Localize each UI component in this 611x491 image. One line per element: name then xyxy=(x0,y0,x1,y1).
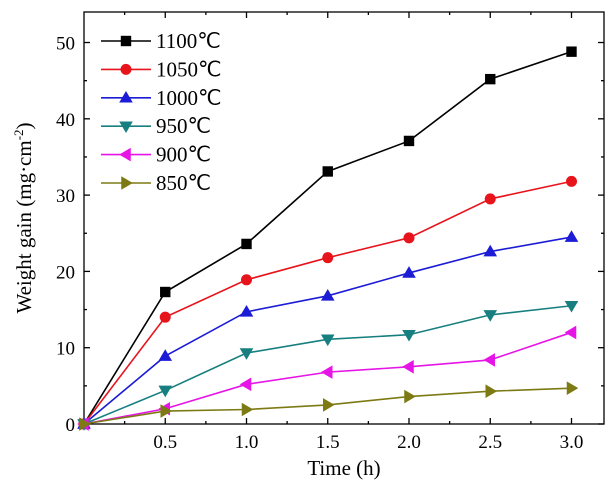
legend-marker xyxy=(120,35,132,47)
data-point xyxy=(158,385,173,398)
data-point xyxy=(564,325,577,340)
data-point xyxy=(403,135,415,147)
y-tick-label: 0 xyxy=(66,415,76,436)
x-axis-title: Time (h) xyxy=(307,456,380,480)
plot-frame xyxy=(83,11,605,425)
legend-label: 850℃ xyxy=(156,171,211,195)
y-axis-title-sup: -2 xyxy=(11,129,26,140)
legend-label: 1100℃ xyxy=(156,29,221,53)
legend-label: 950℃ xyxy=(156,114,211,138)
data-point xyxy=(320,334,335,347)
x-tick-label: 2.5 xyxy=(478,432,502,453)
legend: 1100℃ 1050℃ 1000℃ 950℃ 900℃ 850℃ xyxy=(101,29,222,195)
data-point xyxy=(484,193,496,205)
data-point xyxy=(566,175,577,187)
legend-item: 1000℃ xyxy=(101,86,222,110)
series-5 xyxy=(79,381,579,431)
data-point xyxy=(158,349,173,361)
data-point xyxy=(241,402,254,417)
legend-marker xyxy=(119,121,133,133)
data-point xyxy=(483,353,496,367)
series-1 xyxy=(78,175,577,430)
legend-item: 900℃ xyxy=(101,143,211,167)
y-tick-label: 20 xyxy=(56,262,75,283)
series-line xyxy=(83,331,572,425)
data-point xyxy=(239,377,252,392)
y-tick-label: 10 xyxy=(56,339,75,360)
y-tick-label: 50 xyxy=(56,34,75,55)
axes: 0 10 20 30 40 50 0.5 1.0 1.5 2.0 2.5 3.0 xyxy=(56,11,605,453)
series-layer xyxy=(77,46,579,431)
y-axis-title-end: ) xyxy=(12,122,36,129)
data-point xyxy=(239,348,254,360)
x-tick-label: 1.0 xyxy=(235,432,259,453)
data-point xyxy=(239,305,254,317)
data-point xyxy=(566,46,577,57)
x-tick-label: 2.0 xyxy=(397,432,421,453)
legend-marker xyxy=(119,91,133,103)
legend-item: 1100℃ xyxy=(101,29,221,53)
data-point xyxy=(564,300,579,313)
series-line xyxy=(83,236,572,425)
legend-marker xyxy=(119,147,131,162)
data-point xyxy=(320,289,335,301)
data-point xyxy=(485,384,498,398)
y-tick-label: 40 xyxy=(56,110,75,131)
x-tick-label: 0.5 xyxy=(153,432,177,453)
data-point xyxy=(241,274,252,286)
data-point xyxy=(402,329,416,342)
y-tick-label: 30 xyxy=(56,186,75,207)
data-point xyxy=(241,238,252,250)
y-axis-title: Weight gain (mg·cm-2) xyxy=(11,122,36,313)
legend-item: 1050℃ xyxy=(101,57,222,81)
data-point xyxy=(403,232,415,244)
data-point xyxy=(483,310,498,322)
data-point xyxy=(320,365,333,379)
data-point xyxy=(159,311,171,323)
data-point xyxy=(485,73,496,85)
x-tick-label: 1.5 xyxy=(316,432,340,453)
legend-marker xyxy=(121,176,133,190)
data-point xyxy=(483,244,498,257)
legend-item: 850℃ xyxy=(101,171,211,195)
series-line xyxy=(83,180,572,425)
data-point xyxy=(402,266,416,278)
data-point xyxy=(79,417,91,431)
legend-label: 1000℃ xyxy=(156,86,222,110)
legend-label: 1050℃ xyxy=(156,57,222,81)
legend-marker xyxy=(120,63,132,75)
data-point xyxy=(402,359,414,374)
data-point xyxy=(160,286,171,298)
data-point xyxy=(404,389,416,404)
legend-item: 950℃ xyxy=(101,114,211,138)
data-point xyxy=(322,398,335,412)
y-axis-title-main: Weight gain (mg·cm xyxy=(12,140,36,313)
data-point xyxy=(322,166,333,177)
data-point xyxy=(160,404,173,418)
legend-label: 900℃ xyxy=(156,143,211,167)
data-point xyxy=(322,252,334,264)
data-point xyxy=(566,381,579,395)
x-tick-label: 3.0 xyxy=(560,432,584,453)
data-point xyxy=(564,230,579,242)
